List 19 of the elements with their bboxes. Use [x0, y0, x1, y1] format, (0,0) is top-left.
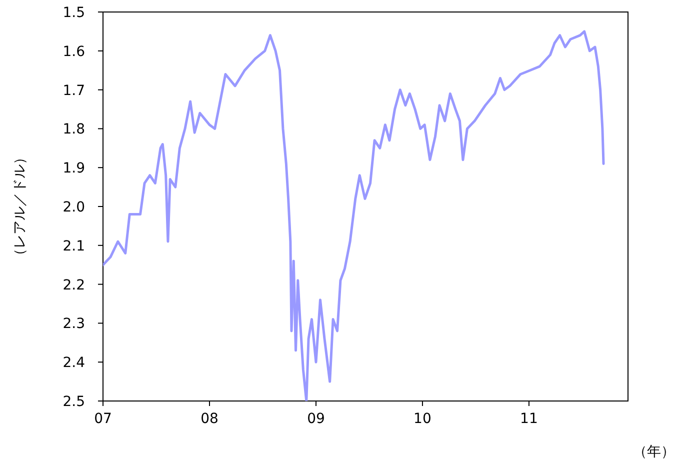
line-series — [103, 30, 605, 401]
y-tick-label: 2.0 — [62, 200, 85, 216]
y-tick-label: 1.7 — [62, 82, 85, 99]
y-tick-label: 2.2 — [62, 277, 85, 294]
x-tick-label: 07 — [94, 411, 112, 427]
y-tick-label: 2.1 — [62, 238, 85, 254]
y-axis-title: （レアル／ドル） — [12, 150, 28, 262]
y-tick-label: 1.9 — [62, 160, 85, 177]
y-tick-label: 2.5 — [62, 394, 85, 410]
y-tick-label: 1.8 — [62, 122, 85, 138]
x-tick-label: 10 — [414, 411, 432, 427]
y-tick-label: 1.6 — [62, 44, 86, 60]
x-axis-title: （年） — [633, 444, 675, 460]
y-tick-label: 1.5 — [62, 5, 85, 21]
y-tick-label: 2.3 — [62, 316, 85, 332]
y-tick-label: 2.4 — [62, 355, 86, 372]
x-tick-label: 09 — [307, 411, 325, 427]
x-tick-label: 11 — [520, 411, 538, 427]
x-tick-label: 08 — [200, 411, 218, 427]
